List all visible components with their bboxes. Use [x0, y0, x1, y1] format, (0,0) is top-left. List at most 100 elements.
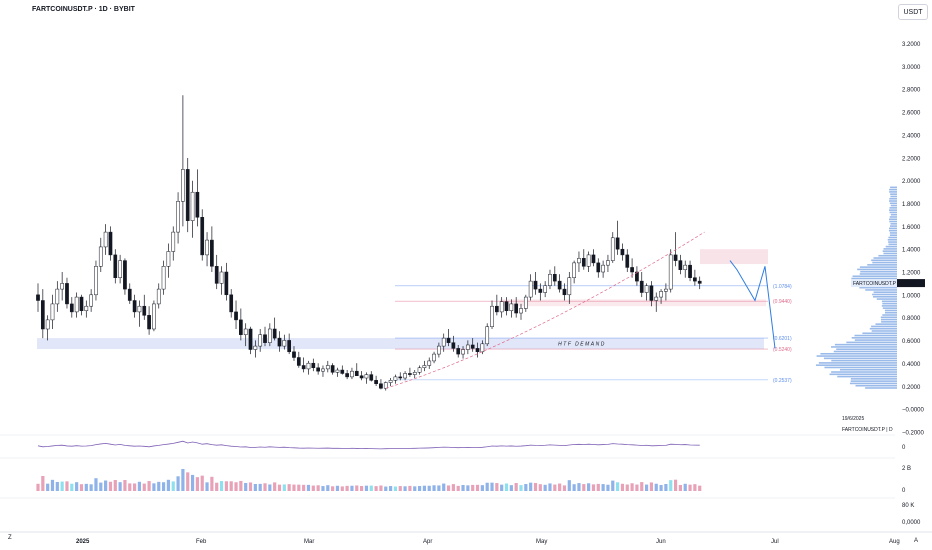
candle: [625, 249, 630, 272]
candle-body: [127, 288, 132, 301]
candle: [200, 209, 205, 261]
price-axis-label: 3.2000: [902, 42, 921, 48]
symbol-note: FARTCOINUSDT.P | D: [842, 427, 893, 433]
candle: [673, 232, 678, 267]
candle: [408, 367, 412, 377]
price-axis-label: 0.2000: [902, 385, 921, 391]
volume-bar: [591, 484, 596, 491]
volume-bar: [567, 480, 571, 491]
volume-profile-bar: [851, 277, 897, 280]
candle-body: [335, 369, 340, 373]
candle-body: [118, 260, 122, 278]
candle: [630, 258, 634, 278]
price-axis-label: 1.8000: [902, 202, 921, 208]
candle-body: [523, 296, 528, 309]
candle: [504, 297, 509, 316]
price-axis-label: 2.0000: [902, 179, 921, 185]
candle-body: [495, 305, 499, 313]
candle-body: [601, 264, 605, 273]
volume-bar: [142, 483, 146, 491]
candle-body: [664, 288, 668, 292]
candle: [287, 333, 292, 355]
candle-body: [103, 231, 108, 248]
candle: [306, 360, 311, 375]
volume-bar: [504, 483, 509, 491]
candle-body: [234, 311, 238, 321]
htf-demand-zone: [37, 338, 764, 350]
candle-body: [69, 303, 74, 313]
candle-body: [161, 266, 166, 290]
volume-bar: [427, 485, 431, 491]
quote-currency-button[interactable]: USDT: [898, 4, 928, 20]
candle: [432, 351, 436, 364]
volume-bar: [321, 486, 325, 491]
price-axis-label: 3.0000: [902, 65, 921, 71]
candle: [403, 371, 407, 381]
candle: [697, 276, 702, 290]
volume-bar: [70, 483, 74, 491]
candle: [693, 269, 697, 286]
volume-bar: [118, 482, 122, 491]
candle: [267, 323, 272, 347]
candle-body: [142, 305, 147, 316]
fib-label: (1.0784): [773, 284, 792, 290]
symbol-title[interactable]: FARTCOINUSDT.P · 1D · BYBIT: [32, 6, 135, 13]
volume-profile-bar: [888, 241, 897, 243]
volume-profile-bar: [882, 302, 897, 305]
volume-profile-bar: [890, 186, 897, 189]
time-axis-label: Mar: [304, 539, 314, 545]
candle-body: [123, 260, 127, 290]
candle-body: [659, 291, 663, 298]
volume-profile-bar: [860, 270, 897, 273]
volume-bar: [553, 484, 557, 491]
volume-bar: [113, 480, 117, 491]
fib-label: (0.5240): [773, 347, 792, 353]
volume-profile-bar: [869, 327, 897, 330]
candle-body: [369, 374, 374, 381]
candle-body: [490, 305, 494, 327]
candle-body: [383, 382, 388, 389]
candle: [470, 338, 475, 352]
candle: [495, 294, 499, 316]
candle-body: [200, 217, 205, 256]
volume-bar: [548, 483, 552, 491]
candle: [176, 192, 180, 244]
volume-profile-bar: [859, 266, 897, 268]
candle: [69, 297, 74, 318]
volume-bar: [558, 483, 562, 491]
volume-bar: [210, 476, 214, 491]
volume-profile-bar: [851, 337, 897, 339]
candle-body: [644, 285, 649, 293]
candle: [562, 283, 567, 301]
candle: [282, 334, 287, 350]
candle-body: [84, 305, 89, 312]
volume-bar: [379, 485, 383, 491]
candle: [181, 95, 185, 227]
candle: [229, 289, 234, 318]
candle: [514, 297, 519, 318]
supply-zone: [700, 249, 768, 265]
volume-bar: [287, 484, 291, 491]
candle: [108, 226, 113, 261]
candle-body: [596, 262, 601, 273]
volume-profile-bar: [871, 330, 897, 332]
candle-body: [195, 191, 200, 218]
candle: [103, 224, 108, 255]
volume-bar: [215, 482, 219, 491]
volume-bar: [644, 484, 649, 491]
candle-body: [345, 373, 349, 378]
volume-bar: [451, 484, 455, 491]
volume-bar: [596, 483, 600, 491]
volume-bar: [519, 485, 523, 491]
timezone-corner[interactable]: Z: [8, 535, 12, 541]
candle-body: [548, 274, 552, 286]
volume-profile-bar: [889, 188, 897, 191]
auto-scale-corner[interactable]: A: [914, 538, 919, 544]
volume-profile-bar: [890, 213, 897, 216]
candle: [446, 329, 451, 347]
volume-profile-bar: [871, 259, 897, 262]
volume-profile-bar: [816, 355, 897, 357]
candle: [55, 281, 60, 312]
candle: [678, 254, 683, 275]
